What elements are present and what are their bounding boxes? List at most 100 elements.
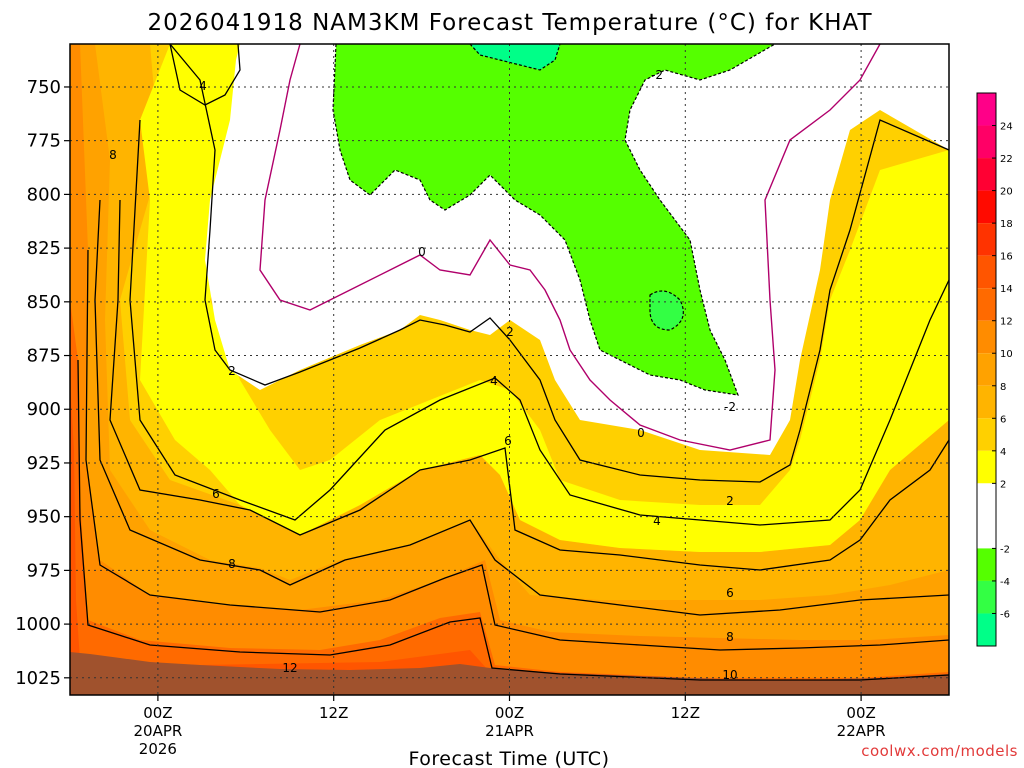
colorbar-bin xyxy=(977,320,996,354)
contour-line-12 xyxy=(77,359,949,681)
y-tick-label: 925 xyxy=(27,453,61,474)
contour-line-neg4 xyxy=(469,44,561,71)
colorbar-bin xyxy=(977,580,996,614)
y-tick-label: 750 xyxy=(27,77,61,98)
colorbar-label: 20 xyxy=(1000,187,1013,198)
contour-line-8 xyxy=(94,199,949,616)
y-axis: 750 775 800 825 850 875 900 925 950 975 1000 1025 xyxy=(15,77,70,689)
colorbar-bin xyxy=(977,548,996,581)
colorbar-bin xyxy=(977,385,996,419)
contour-label: 10 xyxy=(722,668,737,682)
colorbar-label: 22 xyxy=(1000,154,1013,165)
y-tick-label: 1000 xyxy=(15,614,61,635)
colorbar-bin xyxy=(977,223,996,256)
colorbar-label: 8 xyxy=(1000,382,1006,393)
contour-label: -2 xyxy=(651,68,663,82)
x-tick-label: 2026 xyxy=(139,740,177,758)
colorbar-bin xyxy=(977,158,996,191)
region-6-8 xyxy=(70,44,949,695)
colorbar-bin xyxy=(977,418,996,451)
colorbar-bin xyxy=(977,613,996,646)
contour-labels: 4 8 -2 0 2 2 4 6 6 8 12 -2 0 2 4 6 8 10 xyxy=(109,68,737,682)
contour-label: 4 xyxy=(199,79,207,93)
colorbar-bin xyxy=(977,93,996,126)
contour-label: 8 xyxy=(109,148,117,162)
x-axis-label: Forecast Time (UTC) xyxy=(409,748,610,768)
credit-text: coolwx.com/models xyxy=(861,742,1018,760)
y-tick-label: 950 xyxy=(27,507,61,528)
colorbar-label: -2 xyxy=(1000,544,1010,555)
region-small-patch xyxy=(650,291,684,330)
colorbar-label: 14 xyxy=(1000,284,1013,295)
colorbar-label: 16 xyxy=(1000,252,1013,263)
colorbar-bin xyxy=(977,353,996,386)
contour-field: 4 8 -2 0 2 2 4 6 6 8 12 -2 0 2 4 6 8 10 xyxy=(70,44,949,695)
freezing-lines xyxy=(259,44,881,451)
contour-label: 6 xyxy=(726,586,734,600)
contour-label: 8 xyxy=(726,630,734,644)
colorbar-label: -6 xyxy=(1000,609,1010,620)
x-tick-label: 00Z xyxy=(143,704,172,722)
x-tick-label: 00Z xyxy=(846,704,875,722)
colorbar-bin xyxy=(977,288,996,321)
contour-label: 4 xyxy=(653,514,661,528)
y-tick-label: 850 xyxy=(27,292,61,313)
region-10-12 xyxy=(70,44,949,695)
contour-label: 0 xyxy=(637,426,645,440)
colorbar-label: 2 xyxy=(1000,479,1006,490)
y-tick-label: 875 xyxy=(27,346,61,367)
terrain-surface xyxy=(70,652,949,695)
contour-label: 6 xyxy=(212,487,220,501)
contour-line-0 xyxy=(259,44,881,451)
contour-line-10 xyxy=(85,249,949,651)
x-tick-label: 20APR xyxy=(133,722,182,740)
x-tick-label: 00Z xyxy=(495,704,524,722)
colorbar-label: 10 xyxy=(1000,349,1013,360)
contour-line-6 xyxy=(109,199,949,571)
y-tick-label: 825 xyxy=(27,238,61,259)
colorbar-label: 12 xyxy=(1000,317,1013,328)
contour-lines xyxy=(77,44,949,681)
x-tick-label: 12Z xyxy=(319,704,348,722)
colorbar-label: 24 xyxy=(1000,122,1013,133)
y-tick-label: 775 xyxy=(27,131,61,152)
colorbar: 24 22 20 18 16 14 12 10 8 6 4 2 -2 -4 -6 xyxy=(976,92,1013,647)
colorbar-bin xyxy=(977,190,996,224)
colorbar-label: 18 xyxy=(1000,219,1013,230)
contour-line-2 xyxy=(169,44,949,483)
chart-title: 2026041918 NAM3KM Forecast Temperature (… xyxy=(147,10,872,36)
y-tick-label: 975 xyxy=(27,560,61,581)
y-tick-label: 800 xyxy=(27,184,61,205)
contour-line-neg2 xyxy=(332,44,776,396)
colorbar-bin xyxy=(977,125,996,159)
x-tick-label: 22APR xyxy=(837,722,886,740)
contour-label: -2 xyxy=(724,400,736,414)
contour-label: 2 xyxy=(726,494,734,508)
region-12-14 xyxy=(70,300,949,695)
region-below-neg4 xyxy=(470,44,560,70)
x-tick-label: 12Z xyxy=(671,704,700,722)
contour-label: 6 xyxy=(504,434,512,448)
contour-label: 0 xyxy=(418,245,426,259)
grid-lines xyxy=(70,44,949,695)
region-2-4 xyxy=(140,44,949,552)
contour-label: 2 xyxy=(228,364,236,378)
contour-line-neg2-patch xyxy=(649,290,684,331)
contour-label: 4 xyxy=(490,374,498,388)
contour-line-4 xyxy=(129,44,949,526)
colorbar-bin xyxy=(977,450,996,484)
colorbar-label: 6 xyxy=(1000,414,1006,425)
negative-lines xyxy=(332,44,776,396)
contour-label: 8 xyxy=(228,557,236,571)
x-tick-label: 21APR xyxy=(485,722,534,740)
colorbar-label: 4 xyxy=(1000,447,1006,458)
y-tick-label: 1025 xyxy=(15,668,61,689)
colorbar-bin xyxy=(977,483,996,549)
colorbar-label: -4 xyxy=(1000,577,1010,588)
colorbar-bin xyxy=(977,255,996,289)
y-tick-label: 900 xyxy=(27,399,61,420)
contour-label: 12 xyxy=(282,661,297,675)
colorbar-frame xyxy=(976,92,997,647)
